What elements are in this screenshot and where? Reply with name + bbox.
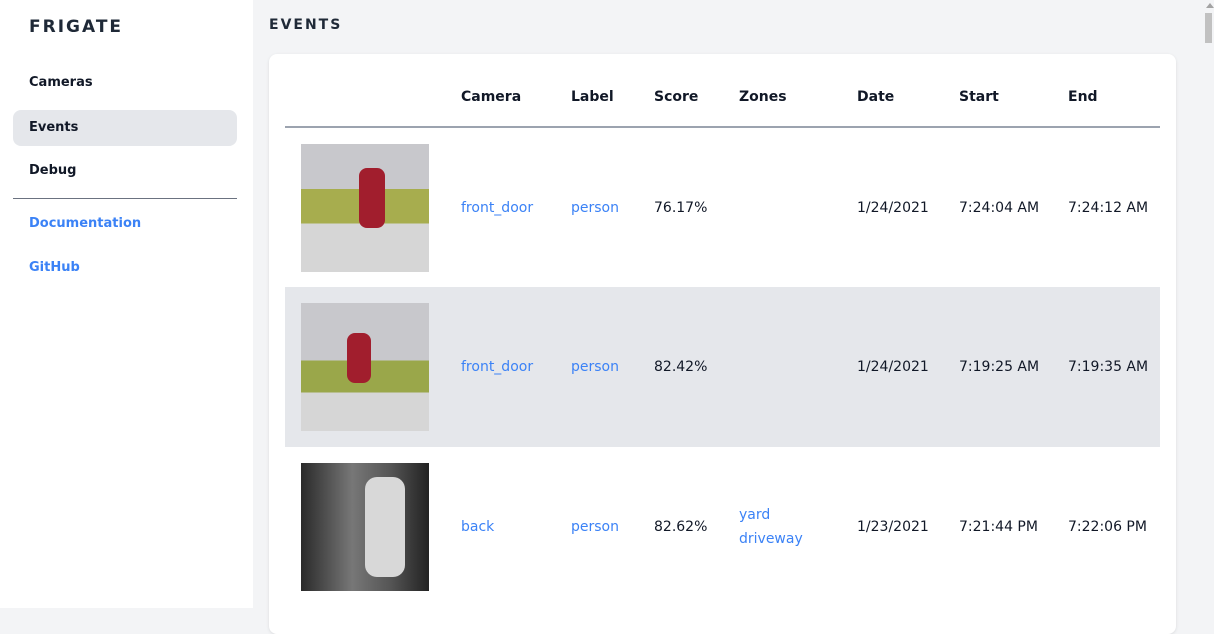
column-header-start: Start bbox=[959, 54, 1068, 128]
app-logo: FRIGATE bbox=[29, 17, 124, 37]
event-date: 1/24/2021 bbox=[857, 287, 959, 447]
table-row[interactable]: back person 82.62% yard driveway 1/23/20… bbox=[285, 447, 1160, 607]
event-camera-link[interactable]: back bbox=[461, 519, 495, 535]
event-score: 82.62% bbox=[654, 519, 708, 535]
event-end: 7:24:12 AM bbox=[1068, 199, 1149, 216]
event-thumbnail[interactable] bbox=[301, 303, 429, 431]
sidebar: FRIGATE Cameras Events Debug Documentati… bbox=[0, 0, 253, 608]
event-label-link[interactable]: person bbox=[571, 519, 619, 535]
scroll-up-arrow-icon[interactable] bbox=[1206, 3, 1214, 8]
sidebar-link-github[interactable]: GitHub bbox=[29, 260, 80, 275]
column-header-thumbnail bbox=[285, 54, 461, 128]
sidebar-item-debug[interactable]: Debug bbox=[29, 163, 77, 178]
column-header-zones: Zones bbox=[739, 54, 857, 128]
event-date: 1/23/2021 bbox=[857, 519, 929, 535]
event-zones bbox=[739, 287, 857, 447]
event-start: 7:21:44 PM bbox=[959, 519, 1038, 535]
events-card: Camera Label Score Zones Date Start End … bbox=[269, 54, 1176, 634]
column-header-end: End bbox=[1068, 54, 1160, 128]
event-camera-link[interactable]: front_door bbox=[461, 199, 534, 216]
event-end: 7:19:35 AM bbox=[1068, 287, 1160, 447]
column-header-date: Date bbox=[857, 54, 959, 128]
event-date: 1/24/2021 bbox=[857, 199, 929, 216]
sidebar-divider bbox=[13, 198, 237, 199]
event-zones bbox=[739, 127, 857, 287]
column-header-camera: Camera bbox=[461, 54, 571, 128]
column-header-score: Score bbox=[654, 54, 739, 128]
event-end: 7:22:06 PM bbox=[1068, 519, 1147, 535]
sidebar-link-documentation[interactable]: Documentation bbox=[29, 216, 142, 231]
event-thumbnail[interactable] bbox=[301, 463, 429, 591]
column-header-label: Label bbox=[571, 54, 654, 128]
events-table: Camera Label Score Zones Date Start End … bbox=[285, 54, 1160, 607]
sidebar-item-cameras[interactable]: Cameras bbox=[29, 75, 93, 90]
event-score: 76.17% bbox=[654, 199, 708, 216]
zone-link-driveway[interactable]: driveway bbox=[739, 531, 803, 547]
scrollbar[interactable] bbox=[1203, 0, 1214, 608]
zone-link-yard[interactable]: yard bbox=[739, 507, 771, 523]
table-row[interactable]: front_door person 82.42% 1/24/2021 7:19:… bbox=[285, 287, 1160, 447]
scrollbar-thumb[interactable] bbox=[1205, 13, 1212, 43]
sidebar-item-events[interactable]: Events bbox=[13, 110, 237, 146]
event-start: 7:24:04 AM bbox=[959, 199, 1040, 216]
event-camera-link[interactable]: front_door bbox=[461, 287, 571, 447]
event-label-link[interactable]: person bbox=[571, 287, 654, 447]
table-header: Camera Label Score Zones Date Start End bbox=[285, 54, 1160, 128]
event-label-link[interactable]: person bbox=[571, 199, 619, 216]
event-zones: yard driveway bbox=[739, 447, 857, 607]
table-row[interactable]: front_door person 76.17% 1/24/2021 7:24:… bbox=[285, 127, 1160, 287]
page-title: EVENTS bbox=[269, 17, 343, 33]
event-thumbnail[interactable] bbox=[301, 143, 429, 272]
event-score: 82.42% bbox=[654, 287, 739, 447]
event-start: 7:19:25 AM bbox=[959, 287, 1068, 447]
